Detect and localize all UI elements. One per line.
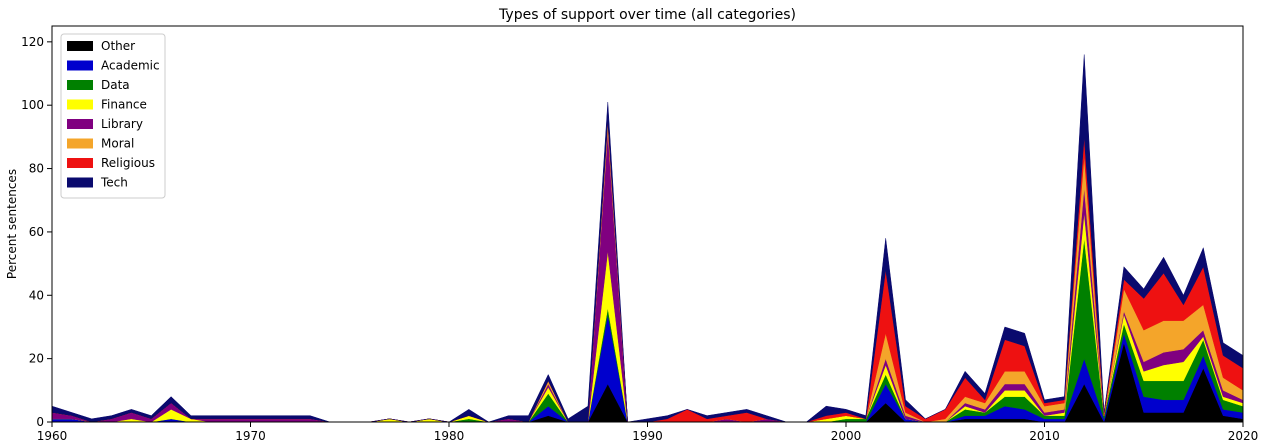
legend-label-data: Data [101, 78, 130, 92]
chart-title: Types of support over time (all categori… [498, 7, 796, 23]
legend-swatch-tech [67, 177, 93, 188]
x-tick-label: 1970 [235, 429, 266, 443]
area-religious [51, 121, 1244, 423]
x-tick-label: 1960 [37, 429, 68, 443]
y-axis-ticks: 0 20 40 60 80 100 120 [21, 35, 52, 429]
legend: Other Academic Data Finance Library Moral Reli… [60, 33, 166, 199]
y-tick-label: 100 [21, 98, 44, 112]
area-moral [51, 121, 1244, 423]
area-library [51, 130, 1244, 423]
legend-box [60, 33, 166, 199]
x-tick-label: 2020 [1228, 429, 1259, 443]
y-tick-label: 60 [29, 225, 44, 239]
legend-label-religious: Religious [101, 156, 155, 170]
y-tick-label: 120 [21, 35, 44, 49]
legend-label-library: Library [101, 117, 143, 131]
legend-swatch-data [67, 80, 93, 90]
legend-label-moral: Moral [101, 137, 134, 151]
x-axis-ticks: 1960 1970 1980 1990 2000 2010 2020 [37, 422, 1259, 443]
x-tick-label: 2010 [1029, 429, 1060, 443]
legend-swatch-academic [67, 60, 93, 71]
area-finance [52, 212, 1244, 423]
y-tick-label: 40 [29, 288, 44, 302]
x-tick-label: 1990 [632, 429, 663, 443]
legend-label-other: Other [101, 39, 135, 53]
y-tick-label: 20 [29, 352, 44, 366]
x-tick-label: 2000 [831, 429, 862, 443]
plot-frame [51, 25, 1244, 423]
legend-swatch-religious [67, 158, 93, 168]
y-tick-label: 80 [29, 162, 44, 176]
legend-swatch-moral [67, 138, 93, 149]
stacked-areas [51, 54, 1244, 423]
area-tech [51, 54, 1244, 423]
legend-swatch-finance [67, 99, 93, 110]
y-tick-label: 0 [36, 415, 44, 429]
y-axis-label: Percent sentences [5, 169, 19, 279]
legend-swatch-library [67, 119, 93, 129]
legend-label-finance: Finance [101, 98, 147, 112]
legend-label-academic: Academic [101, 59, 160, 73]
legend-label-tech: Tech [100, 176, 128, 190]
x-tick-label: 1980 [434, 429, 465, 443]
legend-swatch-other [67, 41, 93, 51]
